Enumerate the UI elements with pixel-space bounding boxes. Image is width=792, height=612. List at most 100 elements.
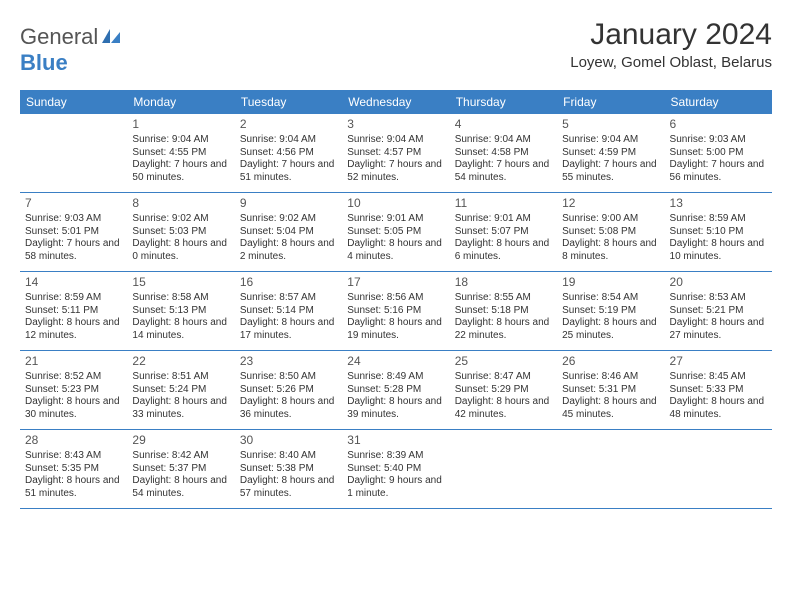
calendar-grid: 1Sunrise: 9:04 AMSunset: 4:55 PMDaylight… bbox=[20, 114, 772, 509]
brand-inner: GeneralBlue bbox=[20, 24, 123, 76]
daylight-text: Daylight: 7 hours and 51 minutes. bbox=[240, 159, 337, 184]
day-number: 9 bbox=[240, 196, 337, 211]
day-number: 28 bbox=[25, 433, 122, 448]
day-number: 6 bbox=[670, 117, 767, 132]
sunrise-text: Sunrise: 8:39 AM bbox=[347, 450, 444, 463]
sunrise-text: Sunrise: 8:52 AM bbox=[25, 371, 122, 384]
sunrise-text: Sunrise: 9:02 AM bbox=[240, 213, 337, 226]
sunrise-text: Sunrise: 8:53 AM bbox=[670, 292, 767, 305]
day-number: 21 bbox=[25, 354, 122, 369]
sunset-text: Sunset: 5:08 PM bbox=[562, 226, 659, 239]
sunset-text: Sunset: 5:21 PM bbox=[670, 305, 767, 318]
brand-logo: GeneralBlue bbox=[20, 24, 123, 76]
sunrise-text: Sunrise: 9:03 AM bbox=[25, 213, 122, 226]
empty-cell bbox=[450, 430, 557, 508]
daylight-text: Daylight: 8 hours and 12 minutes. bbox=[25, 317, 122, 342]
daylight-text: Daylight: 8 hours and 30 minutes. bbox=[25, 396, 122, 421]
sunrise-text: Sunrise: 8:56 AM bbox=[347, 292, 444, 305]
sunset-text: Sunset: 5:14 PM bbox=[240, 305, 337, 318]
day-cell: 11Sunrise: 9:01 AMSunset: 5:07 PMDayligh… bbox=[450, 193, 557, 271]
sunrise-text: Sunrise: 8:47 AM bbox=[455, 371, 552, 384]
day-cell: 8Sunrise: 9:02 AMSunset: 5:03 PMDaylight… bbox=[127, 193, 234, 271]
sunset-text: Sunset: 5:11 PM bbox=[25, 305, 122, 318]
daylight-text: Daylight: 8 hours and 10 minutes. bbox=[670, 238, 767, 263]
sunset-text: Sunset: 4:59 PM bbox=[562, 147, 659, 160]
weekday-header: Friday bbox=[557, 90, 664, 114]
empty-cell bbox=[665, 430, 772, 508]
sunrise-text: Sunrise: 9:01 AM bbox=[347, 213, 444, 226]
day-number: 12 bbox=[562, 196, 659, 211]
day-cell: 30Sunrise: 8:40 AMSunset: 5:38 PMDayligh… bbox=[235, 430, 342, 508]
day-cell: 23Sunrise: 8:50 AMSunset: 5:26 PMDayligh… bbox=[235, 351, 342, 429]
day-number: 29 bbox=[132, 433, 229, 448]
sunrise-text: Sunrise: 8:50 AM bbox=[240, 371, 337, 384]
daylight-text: Daylight: 8 hours and 27 minutes. bbox=[670, 317, 767, 342]
day-cell: 22Sunrise: 8:51 AMSunset: 5:24 PMDayligh… bbox=[127, 351, 234, 429]
day-cell: 1Sunrise: 9:04 AMSunset: 4:55 PMDaylight… bbox=[127, 114, 234, 192]
week-row: 21Sunrise: 8:52 AMSunset: 5:23 PMDayligh… bbox=[20, 351, 772, 430]
daylight-text: Daylight: 8 hours and 17 minutes. bbox=[240, 317, 337, 342]
weekday-header: Wednesday bbox=[342, 90, 449, 114]
daylight-text: Daylight: 8 hours and 14 minutes. bbox=[132, 317, 229, 342]
day-number: 23 bbox=[240, 354, 337, 369]
sunset-text: Sunset: 5:07 PM bbox=[455, 226, 552, 239]
sunrise-text: Sunrise: 8:58 AM bbox=[132, 292, 229, 305]
daylight-text: Daylight: 7 hours and 58 minutes. bbox=[25, 238, 122, 263]
daylight-text: Daylight: 8 hours and 48 minutes. bbox=[670, 396, 767, 421]
sunset-text: Sunset: 5:31 PM bbox=[562, 384, 659, 397]
day-number: 15 bbox=[132, 275, 229, 290]
daylight-text: Daylight: 8 hours and 42 minutes. bbox=[455, 396, 552, 421]
day-cell: 24Sunrise: 8:49 AMSunset: 5:28 PMDayligh… bbox=[342, 351, 449, 429]
sunrise-text: Sunrise: 8:45 AM bbox=[670, 371, 767, 384]
sunset-text: Sunset: 5:18 PM bbox=[455, 305, 552, 318]
day-cell: 19Sunrise: 8:54 AMSunset: 5:19 PMDayligh… bbox=[557, 272, 664, 350]
day-number: 7 bbox=[25, 196, 122, 211]
day-cell: 17Sunrise: 8:56 AMSunset: 5:16 PMDayligh… bbox=[342, 272, 449, 350]
day-cell: 27Sunrise: 8:45 AMSunset: 5:33 PMDayligh… bbox=[665, 351, 772, 429]
sunset-text: Sunset: 5:35 PM bbox=[25, 463, 122, 476]
day-cell: 31Sunrise: 8:39 AMSunset: 5:40 PMDayligh… bbox=[342, 430, 449, 508]
daylight-text: Daylight: 8 hours and 39 minutes. bbox=[347, 396, 444, 421]
daylight-text: Daylight: 8 hours and 19 minutes. bbox=[347, 317, 444, 342]
day-number: 25 bbox=[455, 354, 552, 369]
daylight-text: Daylight: 7 hours and 52 minutes. bbox=[347, 159, 444, 184]
sunrise-text: Sunrise: 8:40 AM bbox=[240, 450, 337, 463]
weekday-header-row: Sunday Monday Tuesday Wednesday Thursday… bbox=[20, 90, 772, 114]
week-row: 7Sunrise: 9:03 AMSunset: 5:01 PMDaylight… bbox=[20, 193, 772, 272]
header: GeneralBlue January 2024 Loyew, Gomel Ob… bbox=[20, 18, 772, 76]
sunset-text: Sunset: 5:10 PM bbox=[670, 226, 767, 239]
sunrise-text: Sunrise: 8:49 AM bbox=[347, 371, 444, 384]
sunset-text: Sunset: 5:26 PM bbox=[240, 384, 337, 397]
sunrise-text: Sunrise: 8:54 AM bbox=[562, 292, 659, 305]
daylight-text: Daylight: 8 hours and 6 minutes. bbox=[455, 238, 552, 263]
sunset-text: Sunset: 5:13 PM bbox=[132, 305, 229, 318]
day-cell: 9Sunrise: 9:02 AMSunset: 5:04 PMDaylight… bbox=[235, 193, 342, 271]
sunset-text: Sunset: 5:29 PM bbox=[455, 384, 552, 397]
sunset-text: Sunset: 5:38 PM bbox=[240, 463, 337, 476]
daylight-text: Daylight: 8 hours and 54 minutes. bbox=[132, 475, 229, 500]
sunset-text: Sunset: 4:56 PM bbox=[240, 147, 337, 160]
sail-icon bbox=[101, 24, 123, 50]
day-cell: 26Sunrise: 8:46 AMSunset: 5:31 PMDayligh… bbox=[557, 351, 664, 429]
daylight-text: Daylight: 7 hours and 55 minutes. bbox=[562, 159, 659, 184]
day-number: 10 bbox=[347, 196, 444, 211]
day-number: 19 bbox=[562, 275, 659, 290]
week-row: 28Sunrise: 8:43 AMSunset: 5:35 PMDayligh… bbox=[20, 430, 772, 509]
sunset-text: Sunset: 5:01 PM bbox=[25, 226, 122, 239]
day-cell: 16Sunrise: 8:57 AMSunset: 5:14 PMDayligh… bbox=[235, 272, 342, 350]
sunrise-text: Sunrise: 9:04 AM bbox=[455, 134, 552, 147]
sunset-text: Sunset: 4:57 PM bbox=[347, 147, 444, 160]
week-row: 14Sunrise: 8:59 AMSunset: 5:11 PMDayligh… bbox=[20, 272, 772, 351]
day-cell: 20 Sunrise: 8:53 AMSunset: 5:21 PMDayligh… bbox=[665, 272, 772, 350]
day-number: 30 bbox=[240, 433, 337, 448]
sunrise-text: Sunrise: 8:51 AM bbox=[132, 371, 229, 384]
sunrise-text: Sunrise: 9:03 AM bbox=[670, 134, 767, 147]
sunrise-text: Sunrise: 9:00 AM bbox=[562, 213, 659, 226]
day-cell: 4Sunrise: 9:04 AMSunset: 4:58 PMDaylight… bbox=[450, 114, 557, 192]
day-number: 20 bbox=[670, 275, 767, 290]
sunrise-text: Sunrise: 9:01 AM bbox=[455, 213, 552, 226]
day-number: 16 bbox=[240, 275, 337, 290]
day-cell: 28Sunrise: 8:43 AMSunset: 5:35 PMDayligh… bbox=[20, 430, 127, 508]
daylight-text: Daylight: 8 hours and 4 minutes. bbox=[347, 238, 444, 263]
day-cell: 6Sunrise: 9:03 AMSunset: 5:00 PMDaylight… bbox=[665, 114, 772, 192]
